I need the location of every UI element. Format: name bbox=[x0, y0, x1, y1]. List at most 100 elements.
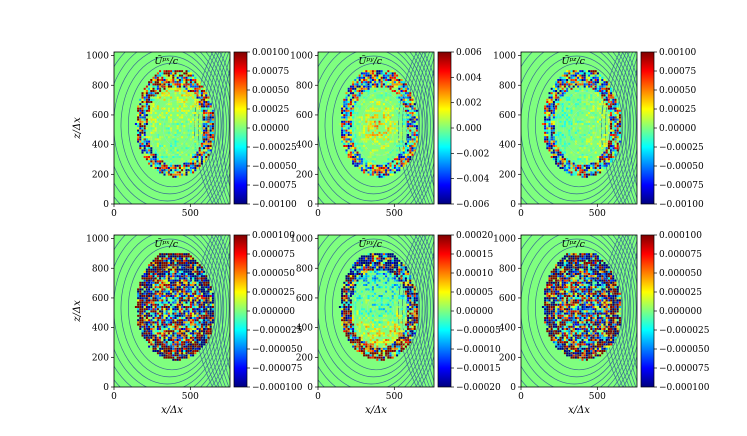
y-tick-label: 0 bbox=[510, 383, 516, 393]
inner-contour-line bbox=[149, 274, 203, 348]
colorbar-tick-label: −0.004 bbox=[456, 175, 490, 185]
contour-line bbox=[521, 52, 634, 204]
colorbar-tick-label: 0.00000 bbox=[659, 124, 696, 134]
contour-line bbox=[318, 52, 431, 204]
contour-line bbox=[421, 239, 434, 383]
y-tick-label: 0 bbox=[103, 200, 109, 210]
inner-contour-line bbox=[373, 118, 388, 138]
colorbar bbox=[437, 234, 452, 388]
y-tick-label: 1000 bbox=[290, 52, 313, 62]
colorbar-tick-label: 0.000075 bbox=[252, 250, 295, 260]
y-tick-label: 1000 bbox=[493, 52, 516, 62]
inner-contour-line bbox=[353, 274, 407, 348]
x-tick-label: 500 bbox=[182, 209, 199, 219]
contour-line bbox=[127, 62, 217, 188]
colorbar-tick-label: 0.00020 bbox=[456, 231, 493, 241]
colorbar bbox=[640, 51, 655, 205]
colorbar-tick-label: 0.00075 bbox=[252, 67, 289, 77]
inner-contour-line bbox=[143, 265, 210, 357]
y-tick-label: 400 bbox=[92, 141, 109, 151]
inner-contour-line bbox=[366, 109, 394, 147]
colorbar-tick-label: 0.00050 bbox=[659, 86, 696, 96]
inner-contour-line bbox=[360, 283, 401, 339]
panel-title: Ũᵖᶻ/c bbox=[561, 55, 585, 67]
colorbar-tick-label: −0.000025 bbox=[659, 326, 710, 336]
contour-line bbox=[534, 62, 624, 188]
inner-contours bbox=[550, 265, 617, 357]
contour-line bbox=[605, 52, 624, 204]
colorbar-tick-label: 0.000050 bbox=[252, 269, 295, 279]
colorbar-tick-label: 0.00100 bbox=[252, 48, 289, 58]
panel-4: Ũᵖˣ/c 0 200 400 600 800 1000 0 500 z/Δx x/Δx 0.0001… bbox=[72, 231, 303, 416]
y-axis-label: z/Δx bbox=[72, 300, 83, 323]
colorbar-tick-label: 0.000000 bbox=[252, 307, 295, 317]
colorbar-tick-label: −0.00075 bbox=[252, 181, 297, 191]
y-tick-label: 800 bbox=[499, 264, 516, 274]
inner-contour-line bbox=[576, 118, 591, 138]
panel-title: Ũᵖᶻ/c bbox=[561, 238, 585, 250]
y-tick-label: 1000 bbox=[86, 52, 109, 62]
contour-line bbox=[521, 235, 632, 387]
colorbar bbox=[640, 234, 655, 388]
colorbar bbox=[437, 51, 452, 205]
y-tick-label: 1000 bbox=[290, 235, 313, 245]
panel-2: Ũᵖʸ/c 0 200 400 600 800 1000 0 500 0.006 0.004 0.00… bbox=[290, 48, 490, 219]
colorbar-tick-label: −0.00015 bbox=[456, 364, 501, 374]
contour-line bbox=[318, 235, 426, 385]
panel-title: Ũᵖʸ/c bbox=[358, 55, 382, 67]
panel-6: Ũᵖᶻ/c 0 200 400 600 800 1000 0 500 x/Δx 0.000100 0.… bbox=[493, 231, 710, 416]
contour-line bbox=[331, 245, 421, 371]
contour-line bbox=[331, 62, 421, 188]
contour-line bbox=[114, 235, 227, 387]
y-tick-label: 200 bbox=[296, 353, 313, 363]
colorbar-tick-label: −0.00050 bbox=[659, 162, 704, 172]
y-tick-label: 800 bbox=[92, 81, 109, 91]
panel-1: Ũᵖˣ/c 0 200 400 600 800 1000 0 500 z/Δx 0.00100 0.0… bbox=[72, 48, 297, 219]
x-tick-label: 0 bbox=[518, 392, 524, 402]
y-tick-label: 800 bbox=[92, 264, 109, 274]
inner-contour-line bbox=[347, 265, 414, 357]
contour-line bbox=[318, 52, 429, 204]
colorbar-tick-label: −0.000050 bbox=[659, 345, 710, 355]
x-tick-label: 0 bbox=[111, 209, 117, 219]
colorbar-tick-label: 0.00050 bbox=[252, 86, 289, 96]
contour-line bbox=[620, 235, 637, 387]
y-tick-label: 200 bbox=[296, 170, 313, 180]
y-tick-label: 200 bbox=[499, 353, 516, 363]
y-tick-label: 400 bbox=[92, 324, 109, 334]
inner-contour-line bbox=[360, 100, 401, 156]
colorbar-tick-label: −0.00020 bbox=[456, 383, 501, 393]
x-axis-label: x/Δx bbox=[568, 405, 590, 416]
y-tick-label: 600 bbox=[92, 294, 109, 304]
x-tick-label: 0 bbox=[111, 392, 117, 402]
contour-line bbox=[620, 52, 637, 204]
y-tick-label: 200 bbox=[92, 353, 109, 363]
inner-contour-line bbox=[149, 91, 203, 165]
x-tick-label: 500 bbox=[386, 209, 403, 219]
y-tick-label: 1000 bbox=[493, 235, 516, 245]
y-tick-label: 400 bbox=[296, 324, 313, 334]
inner-contour-line bbox=[569, 292, 597, 330]
contour-line bbox=[114, 52, 227, 204]
contour-line bbox=[521, 235, 629, 385]
contour-line bbox=[521, 235, 637, 387]
y-tick-label: 600 bbox=[499, 111, 516, 121]
field-pixels bbox=[541, 253, 621, 361]
contour-line bbox=[417, 235, 434, 387]
x-tick-label: 500 bbox=[386, 392, 403, 402]
colorbar-tick-label: 0.000025 bbox=[659, 288, 702, 298]
contour-line bbox=[521, 52, 637, 204]
y-tick-label: 800 bbox=[499, 81, 516, 91]
contour-line bbox=[417, 52, 434, 204]
contour-line bbox=[217, 56, 230, 200]
contour-line bbox=[217, 239, 230, 383]
axes-frame bbox=[113, 51, 231, 205]
contour-line bbox=[114, 52, 230, 204]
y-tick-label: 400 bbox=[296, 141, 313, 151]
colorbar-tick-label: 0.000 bbox=[456, 124, 482, 134]
inner-contour-line bbox=[366, 292, 394, 330]
contour-line bbox=[628, 68, 637, 188]
field-contours bbox=[114, 235, 230, 387]
inner-contours bbox=[143, 82, 210, 174]
